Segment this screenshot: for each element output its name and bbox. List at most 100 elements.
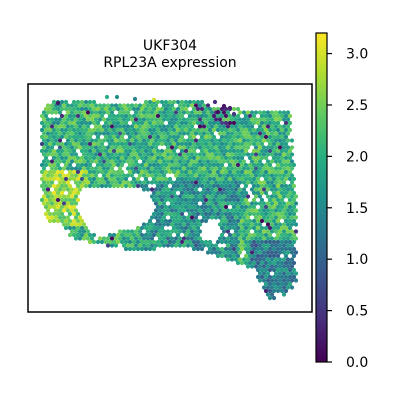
- expression-spot: [111, 148, 117, 154]
- expression-spot: [235, 169, 241, 175]
- expression-spot: [237, 208, 243, 213]
- expression-spot: [73, 124, 79, 129]
- expression-spot: [53, 166, 59, 171]
- expression-spot: [169, 194, 175, 199]
- expression-spot: [115, 113, 121, 119]
- expression-spot: [273, 236, 279, 241]
- expression-spot: [153, 243, 159, 248]
- expression-spot: [95, 148, 101, 154]
- expression-spot: [165, 138, 171, 143]
- expression-spot: [85, 173, 91, 178]
- expression-spot: [207, 246, 213, 252]
- expression-spot: [281, 292, 287, 297]
- expression-spot: [279, 204, 285, 210]
- expression-spot: [217, 117, 223, 122]
- expression-spot: [241, 187, 247, 192]
- expression-spot: [199, 113, 205, 119]
- expression-spot: [283, 267, 289, 273]
- expression-spot: [151, 246, 157, 252]
- expression-spot: [261, 250, 267, 255]
- expression-spot: [147, 134, 153, 140]
- expression-spot: [267, 120, 273, 126]
- expression-spot: [49, 159, 55, 164]
- expression-spot: [215, 239, 221, 245]
- expression-spot: [161, 208, 167, 213]
- expression-spot: [79, 127, 85, 133]
- expression-spot: [225, 215, 231, 220]
- expression-spot: [61, 222, 67, 227]
- expression-spot: [223, 120, 229, 126]
- expression-spot: [231, 253, 237, 259]
- expression-spot: [263, 218, 269, 224]
- expression-spot: [231, 111, 237, 117]
- expression-spot: [179, 204, 185, 210]
- expression-spot: [275, 253, 281, 259]
- expression-spot: [161, 159, 167, 164]
- expression-spot: [185, 229, 191, 234]
- expression-spot: [287, 211, 293, 217]
- expression-spot: [107, 120, 113, 126]
- expression-spot: [241, 173, 247, 178]
- expression-spot: [171, 239, 177, 245]
- expression-spot: [285, 271, 291, 276]
- expression-spot: [267, 260, 273, 266]
- expression-spot: [43, 155, 49, 161]
- expression-spot: [237, 236, 243, 241]
- expression-spot: [41, 124, 47, 129]
- expression-spot: [195, 176, 201, 182]
- expression-spot: [251, 204, 257, 210]
- expression-spot: [185, 194, 191, 199]
- expression-spot: [275, 197, 281, 203]
- expression-spot: [141, 131, 147, 136]
- expression-spot: [221, 159, 227, 164]
- expression-spot: [93, 159, 99, 164]
- expression-spot: [135, 120, 141, 126]
- expression-spot: [49, 145, 55, 150]
- expression-spot: [77, 103, 83, 108]
- expression-spot: [237, 152, 243, 157]
- expression-spot: [59, 197, 65, 203]
- expression-spot: [151, 225, 157, 231]
- expression-spot: [283, 204, 289, 210]
- expression-spot: [235, 211, 241, 217]
- expression-spot: [79, 99, 85, 105]
- expression-spot: [249, 173, 255, 178]
- expression-spot: [125, 243, 131, 248]
- expression-spot: [197, 243, 203, 248]
- expression-spot: [207, 169, 213, 175]
- expression-spot: [257, 236, 263, 241]
- expression-spot: [59, 120, 65, 126]
- expression-spot: [253, 243, 259, 248]
- expression-spot: [197, 208, 203, 213]
- expression-spot: [225, 257, 231, 262]
- expression-spot: [203, 218, 209, 224]
- expression-spot: [187, 190, 193, 196]
- expression-spot: [139, 155, 145, 161]
- expression-spot: [277, 138, 283, 143]
- expression-spot: [279, 148, 285, 154]
- expression-spot: [291, 218, 297, 224]
- expression-spot: [271, 218, 277, 224]
- expression-spot: [223, 106, 229, 112]
- expression-spot: [75, 162, 81, 168]
- expression-spot: [153, 229, 159, 234]
- expression-spot: [69, 201, 75, 206]
- expression-spot: [225, 194, 231, 199]
- expression-spot: [103, 155, 109, 161]
- expression-spot: [143, 148, 149, 154]
- expression-spot: [83, 183, 89, 189]
- expression-spot: [173, 124, 179, 129]
- expression-spot: [189, 236, 195, 241]
- expression-spot: [231, 176, 237, 182]
- expression-spot: [273, 271, 279, 276]
- expression-spot: [217, 250, 223, 255]
- expression-spot: [43, 120, 49, 126]
- expression-spot: [89, 110, 95, 115]
- expression-spot: [131, 148, 137, 154]
- expression-spot: [221, 194, 227, 199]
- expression-spot: [93, 124, 99, 129]
- expression-spot: [189, 208, 195, 213]
- expression-spot: [269, 236, 275, 241]
- expression-spot: [155, 113, 161, 119]
- expression-spot: [225, 145, 231, 150]
